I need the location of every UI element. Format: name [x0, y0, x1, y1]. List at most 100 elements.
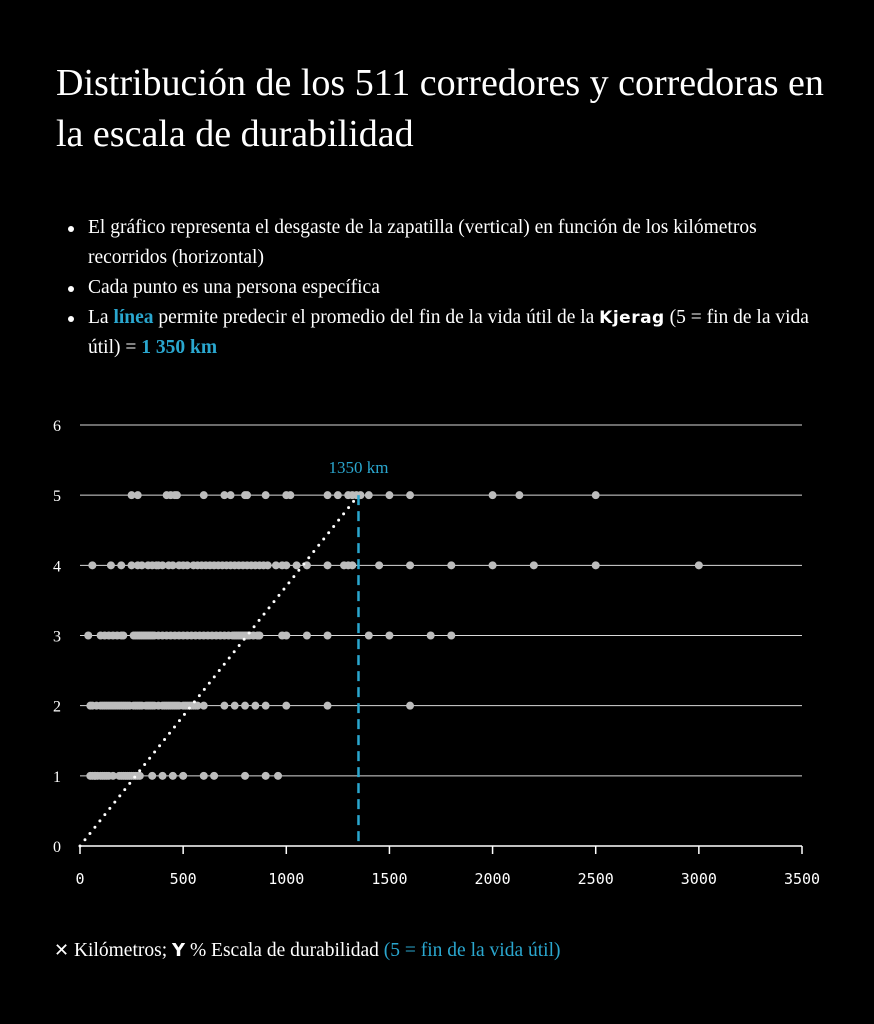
x-tick-label: 3000	[681, 870, 717, 888]
data-point	[148, 771, 157, 780]
y-axis-icon: Y	[172, 940, 186, 961]
bullet-line-pre: La	[88, 307, 114, 328]
data-point	[158, 561, 167, 570]
data-point	[133, 491, 142, 500]
data-point	[117, 561, 126, 570]
data-point	[529, 561, 538, 570]
data-point	[119, 631, 128, 640]
x-tick-label: 1500	[371, 870, 407, 888]
y-tick-label: 0	[53, 839, 61, 856]
y-tick-label: 2	[53, 699, 61, 716]
data-point	[220, 491, 229, 500]
data-point	[168, 561, 177, 570]
data-point	[591, 561, 600, 570]
y-tick-label: 6	[53, 418, 61, 435]
data-point	[385, 631, 394, 640]
trend-line	[78, 493, 360, 848]
bullet-points-text: Cada punto es una persona específica	[88, 277, 380, 298]
reference-lines: 1350 km	[78, 458, 388, 848]
data-point	[241, 771, 250, 780]
data-point	[385, 491, 394, 500]
data-point	[488, 491, 497, 500]
data-point	[694, 561, 703, 570]
y-tick-label: 5	[53, 488, 61, 505]
data-point	[106, 561, 115, 570]
data-point	[135, 771, 144, 780]
y-axis-legend: % Escala de durabilidad	[185, 940, 384, 961]
data-point	[333, 491, 342, 500]
x-tick-label: 2500	[578, 870, 614, 888]
data-point	[282, 701, 291, 710]
data-point	[179, 771, 188, 780]
data-point	[255, 631, 264, 640]
x-axis-ticks: 0 500 1000 1500 2000 2500 3000 3500	[75, 870, 820, 888]
data-point	[282, 561, 291, 570]
grid-lines	[80, 424, 802, 777]
data-point	[226, 491, 235, 500]
data-point	[263, 561, 272, 570]
data-point	[220, 701, 229, 710]
data-point	[168, 771, 177, 780]
data-point	[323, 701, 332, 710]
data-point	[406, 491, 415, 500]
data-point	[127, 491, 136, 500]
data-point	[109, 771, 118, 780]
bullet-axes: El gráfico representa el desgaste de la …	[66, 213, 826, 273]
data-point	[88, 561, 97, 570]
x-tick-label: 0	[75, 870, 84, 888]
data-point	[271, 561, 280, 570]
y-tick-label: 4	[53, 558, 61, 575]
bullet-line-post: (5 = fin de la vida útil) =	[88, 307, 809, 358]
line-keyword: línea	[113, 307, 154, 328]
data-point	[261, 701, 270, 710]
data-point	[488, 561, 497, 570]
data-point	[286, 491, 295, 500]
axis-legend: ✕ Kilómetros; Y % Escala de durabilidad …	[54, 940, 560, 962]
data-point	[282, 631, 291, 640]
data-point	[375, 561, 384, 570]
data-point	[199, 771, 208, 780]
data-point	[137, 561, 146, 570]
data-point	[193, 701, 202, 710]
x-axis-legend: Kilómetros;	[69, 940, 173, 961]
data-point	[364, 631, 373, 640]
data-point	[243, 491, 252, 500]
x-tick-label: 500	[170, 870, 197, 888]
data-point	[323, 561, 332, 570]
end-of-life-value: 1 350 km	[141, 337, 218, 358]
data-point	[241, 701, 250, 710]
data-point	[406, 561, 415, 570]
brand-logo: Kjerag	[599, 308, 665, 328]
data-points	[84, 491, 703, 780]
bullet-line: La línea permite predecir el promedio de…	[66, 303, 826, 363]
data-point	[348, 561, 357, 570]
chart-title: Distribución de los 511 corredores y cor…	[56, 62, 824, 155]
x-tick-label: 2000	[475, 870, 511, 888]
data-point	[199, 701, 208, 710]
data-point	[158, 771, 167, 780]
data-point	[84, 631, 93, 640]
data-point	[323, 631, 332, 640]
data-point	[261, 491, 270, 500]
data-point	[406, 701, 415, 710]
bullet-points: Cada punto es una persona específica	[66, 273, 826, 303]
data-point	[261, 771, 270, 780]
data-point	[251, 701, 260, 710]
y-tick-label: 3	[53, 629, 61, 646]
x-tick-label: 1000	[268, 870, 304, 888]
x-axis	[79, 845, 803, 854]
data-point	[426, 631, 435, 640]
data-point	[210, 771, 219, 780]
y-axis-ticks: 0 1 2 3 4 5 6	[53, 418, 61, 856]
x-tick-label: 3500	[784, 870, 820, 888]
y-axis-note: (5 = fin de la vida útil)	[383, 940, 561, 961]
data-point	[127, 561, 136, 570]
data-point	[447, 631, 456, 640]
data-point	[591, 491, 600, 500]
data-point	[274, 771, 283, 780]
data-point	[302, 631, 311, 640]
data-point	[172, 491, 181, 500]
data-point	[364, 491, 373, 500]
data-point	[292, 561, 301, 570]
data-point	[183, 561, 192, 570]
